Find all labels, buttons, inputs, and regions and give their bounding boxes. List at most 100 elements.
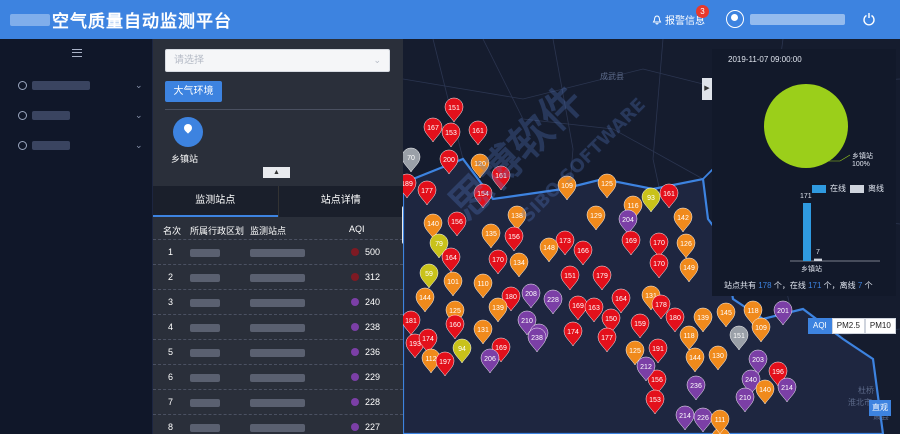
pin-marker[interactable] bbox=[685, 347, 705, 373]
station-pin[interactable]: 191 bbox=[648, 338, 668, 364]
pin-marker[interactable] bbox=[403, 147, 421, 173]
pin-marker[interactable] bbox=[645, 389, 665, 415]
pin-marker[interactable] bbox=[621, 230, 641, 256]
menu-toggle-icon[interactable] bbox=[72, 49, 82, 57]
station-pin[interactable]: 236 bbox=[686, 375, 706, 401]
station-pin[interactable]: 177 bbox=[597, 327, 617, 353]
tab-monitoring-stations[interactable]: 监测站点 bbox=[153, 186, 278, 217]
pin-marker[interactable] bbox=[452, 338, 472, 364]
pin-marker[interactable] bbox=[423, 117, 443, 143]
sidebar-item-2[interactable]: ⌄ bbox=[0, 104, 153, 126]
pin-marker[interactable] bbox=[648, 338, 668, 364]
station-pin[interactable]: 156 bbox=[504, 226, 524, 252]
avatar[interactable] bbox=[726, 10, 744, 28]
pin-marker[interactable] bbox=[716, 302, 736, 328]
tab-station-details[interactable]: 站点详情 bbox=[277, 186, 403, 217]
pin-marker[interactable] bbox=[557, 175, 577, 201]
station-pin[interactable]: 111 bbox=[710, 409, 730, 434]
station-pin[interactable]: 139 bbox=[488, 297, 508, 323]
station-pin[interactable]: 59 bbox=[419, 263, 439, 289]
pin-marker[interactable] bbox=[491, 165, 511, 191]
pin-marker[interactable] bbox=[679, 257, 699, 283]
pin-marker[interactable] bbox=[597, 327, 617, 353]
station-pin[interactable]: 129 bbox=[586, 205, 606, 231]
pin-marker[interactable] bbox=[676, 233, 696, 259]
pin-marker[interactable] bbox=[488, 297, 508, 323]
pin-marker[interactable] bbox=[444, 97, 464, 123]
station-pin[interactable]: 169 bbox=[621, 230, 641, 256]
pin-marker[interactable] bbox=[584, 297, 604, 323]
table-row[interactable]: 8 227 bbox=[153, 414, 403, 434]
pin-marker[interactable] bbox=[403, 173, 417, 199]
pin-marker[interactable] bbox=[419, 263, 439, 289]
station-pin[interactable]: 200 bbox=[439, 149, 459, 175]
station-pin[interactable]: 189 bbox=[403, 173, 417, 199]
station-pin[interactable]: 144 bbox=[415, 287, 435, 313]
pin-marker[interactable] bbox=[573, 240, 593, 266]
pin-marker[interactable] bbox=[435, 351, 455, 377]
station-pin[interactable]: 164 bbox=[611, 288, 631, 314]
pin-marker[interactable] bbox=[555, 230, 575, 256]
station-pin[interactable]: 142 bbox=[673, 207, 693, 233]
pin-marker[interactable] bbox=[597, 173, 617, 199]
legend-online[interactable]: 在线 bbox=[830, 184, 846, 193]
station-pin[interactable]: 125 bbox=[625, 340, 645, 366]
station-pin[interactable]: 201 bbox=[773, 300, 793, 326]
pin-marker[interactable] bbox=[563, 321, 583, 347]
pin-marker[interactable] bbox=[509, 252, 529, 278]
station-pin[interactable]: 70 bbox=[403, 147, 421, 173]
bar-online[interactable] bbox=[803, 203, 811, 261]
pin-marker[interactable] bbox=[473, 319, 493, 345]
station-pin[interactable]: 173 bbox=[555, 230, 575, 256]
station-pin[interactable]: 159 bbox=[630, 313, 650, 339]
pin-marker[interactable] bbox=[445, 314, 465, 340]
pin-marker[interactable] bbox=[480, 348, 500, 374]
collapse-up-button[interactable]: ▲ bbox=[263, 167, 290, 178]
pin-marker[interactable] bbox=[586, 205, 606, 231]
station-pin[interactable]: 110 bbox=[473, 273, 493, 299]
pin-marker[interactable] bbox=[636, 356, 656, 382]
pin-marker[interactable] bbox=[641, 187, 661, 213]
table-row[interactable]: 6 229 bbox=[153, 364, 403, 389]
station-pin[interactable]: 174 bbox=[563, 321, 583, 347]
station-pin[interactable]: 180 bbox=[665, 307, 685, 333]
pin-marker[interactable] bbox=[481, 223, 501, 249]
pin-marker[interactable] bbox=[673, 207, 693, 233]
station-pin[interactable]: 197 bbox=[435, 351, 455, 377]
station-pin[interactable]: 177 bbox=[417, 180, 437, 206]
station-pin[interactable]: 149 bbox=[679, 257, 699, 283]
map-canvas[interactable]: 151 167 153 161 70 200 120 189 177 154 161 109 125 93… bbox=[403, 39, 900, 434]
pin-marker[interactable] bbox=[447, 211, 467, 237]
station-pin[interactable]: 208 bbox=[521, 283, 541, 309]
station-pin[interactable]: 238 bbox=[527, 327, 547, 353]
station-pin[interactable]: 210 bbox=[735, 387, 755, 413]
bar-offline[interactable] bbox=[814, 258, 822, 261]
station-pin[interactable]: 93 bbox=[641, 187, 661, 213]
pin-marker[interactable] bbox=[735, 387, 755, 413]
pin-marker[interactable] bbox=[625, 340, 645, 366]
pm10-button[interactable]: PM10 bbox=[864, 318, 896, 334]
aqi-button[interactable]: AQI bbox=[808, 318, 832, 334]
pin-marker[interactable] bbox=[630, 313, 650, 339]
pin-marker[interactable] bbox=[693, 407, 713, 433]
pin-marker[interactable] bbox=[611, 288, 631, 314]
pin-marker[interactable] bbox=[592, 265, 612, 291]
station-pin[interactable]: 179 bbox=[592, 265, 612, 291]
station-pin[interactable]: 212 bbox=[636, 356, 656, 382]
pin-marker[interactable] bbox=[539, 237, 559, 263]
station-pin[interactable]: 134 bbox=[509, 252, 529, 278]
station-pin[interactable]: 125 bbox=[597, 173, 617, 199]
pin-marker[interactable] bbox=[441, 122, 461, 148]
pin-marker[interactable] bbox=[527, 327, 547, 353]
station-pin[interactable]: 151 bbox=[729, 325, 749, 351]
pin-marker[interactable] bbox=[470, 153, 490, 179]
pin-marker[interactable] bbox=[755, 379, 775, 405]
station-pin[interactable]: 151 bbox=[444, 97, 464, 123]
station-pin[interactable]: 109 bbox=[557, 175, 577, 201]
location-pin-icon[interactable] bbox=[173, 117, 203, 147]
pin-marker[interactable] bbox=[417, 180, 437, 206]
alarm-button[interactable]: 报警信息 bbox=[652, 12, 705, 27]
station-pin[interactable]: 178 bbox=[651, 294, 671, 320]
station-pin[interactable]: 226 bbox=[693, 407, 713, 433]
username-redacted[interactable] bbox=[750, 14, 845, 25]
